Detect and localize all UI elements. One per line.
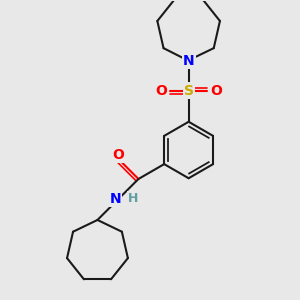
Text: N: N [183,54,194,68]
Text: S: S [184,84,194,98]
Text: N: N [110,192,121,206]
Text: O: O [112,148,124,162]
Text: O: O [155,84,167,98]
Text: H: H [128,192,139,206]
Text: O: O [210,84,222,98]
